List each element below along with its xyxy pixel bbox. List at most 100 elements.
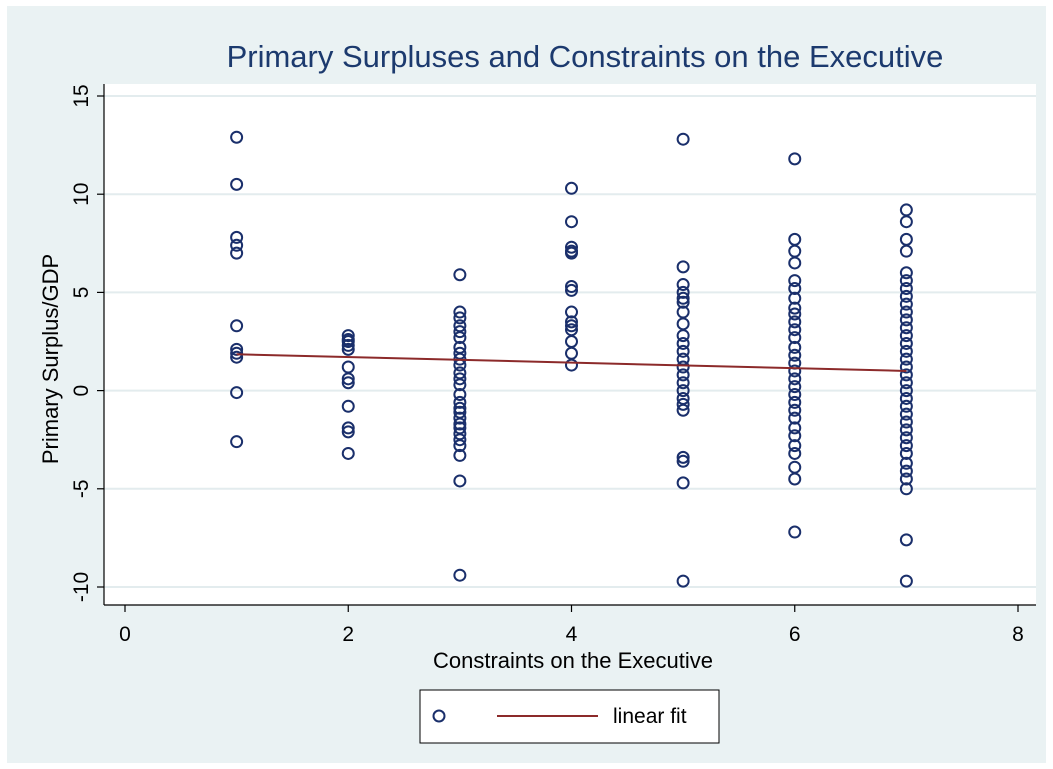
- data-point: [341, 372, 355, 386]
- data-point: [453, 372, 467, 386]
- data-point: [788, 274, 802, 288]
- data-point: [565, 246, 578, 260]
- data-point: [341, 446, 355, 460]
- data-point: [788, 388, 802, 402]
- data-point: [676, 376, 690, 390]
- data-point: [899, 281, 913, 295]
- scatter-points: [230, 130, 913, 588]
- data-point: [565, 305, 578, 319]
- data-point: [565, 358, 578, 372]
- data-point: [453, 331, 467, 345]
- data-point: [230, 350, 244, 364]
- data-point: [899, 329, 913, 343]
- data-point: [899, 446, 913, 460]
- data-point: [899, 289, 913, 303]
- data-point: [788, 340, 802, 354]
- data-point: [453, 417, 467, 431]
- data-point: [565, 215, 578, 229]
- data-point: [676, 384, 690, 398]
- data-point: [788, 331, 802, 345]
- y-tick-label: 10: [70, 183, 93, 206]
- data-point: [676, 360, 690, 374]
- data-point: [230, 346, 244, 360]
- x-tick-label: 6: [789, 623, 801, 646]
- data-point: [453, 388, 467, 402]
- data-point: [899, 297, 913, 311]
- legend: linear fit: [419, 689, 720, 744]
- data-point: [676, 278, 690, 292]
- data-point: [899, 472, 913, 486]
- data-point: [899, 266, 913, 280]
- data-point: [676, 397, 690, 411]
- data-point: [230, 177, 244, 191]
- data-point: [788, 323, 802, 337]
- data-point: [676, 403, 690, 417]
- legend-label-linear-fit: linear fit: [613, 705, 687, 728]
- data-point: [788, 152, 802, 166]
- data-point: [565, 181, 578, 195]
- data-point: [453, 311, 467, 325]
- data-point: [899, 407, 913, 421]
- data-point: [899, 423, 913, 437]
- data-point: [788, 256, 802, 270]
- data-point: [341, 342, 355, 356]
- data-point: [676, 344, 690, 358]
- x-tick-label: 0: [119, 623, 131, 646]
- data-point: [565, 280, 578, 294]
- data-point: [899, 344, 913, 358]
- data-point: [676, 291, 690, 305]
- data-point: [453, 433, 467, 447]
- data-point: [676, 285, 690, 299]
- data-point: [341, 329, 355, 343]
- data-point: [676, 295, 690, 309]
- data-point: [788, 372, 802, 386]
- y-axis-label: Primary Surplus/GDP: [38, 254, 63, 464]
- data-point: [788, 403, 802, 417]
- data-point: [676, 476, 690, 490]
- data-point: [453, 395, 467, 409]
- data-point: [341, 376, 355, 390]
- data-point: [453, 411, 467, 425]
- data-point: [341, 335, 355, 348]
- chart-title: Primary Surpluses and Constraints on the…: [227, 39, 944, 74]
- data-point: [788, 446, 802, 460]
- data-point: [899, 368, 913, 382]
- data-point: [230, 246, 244, 260]
- y-tick-label: 5: [70, 287, 93, 299]
- data-point: [453, 325, 467, 339]
- data-point: [899, 352, 913, 366]
- data-point: [453, 305, 467, 319]
- data-point: [899, 244, 913, 258]
- data-point: [788, 472, 802, 486]
- data-point: [230, 130, 244, 144]
- data-point: [899, 533, 913, 547]
- fit-line-layer: [236, 353, 907, 372]
- data-point: [341, 425, 355, 439]
- data-point: [899, 321, 913, 335]
- data-point: [676, 574, 690, 588]
- data-point: [565, 240, 578, 254]
- data-point: [899, 305, 913, 319]
- y-tick-label: 15: [70, 84, 93, 107]
- data-point: [788, 364, 802, 378]
- data-point: [453, 268, 467, 282]
- data-point: [788, 429, 802, 443]
- data-point: [788, 281, 802, 295]
- data-point: [230, 238, 244, 252]
- data-point: [453, 439, 467, 453]
- data-point: [230, 230, 244, 244]
- data-point: [899, 313, 913, 327]
- y-tick-label: -10: [70, 572, 93, 602]
- data-point: [453, 568, 467, 582]
- data-point: [899, 415, 913, 429]
- data-point: [788, 315, 802, 329]
- data-point: [899, 574, 913, 588]
- data-point: [453, 474, 467, 488]
- data-point: [788, 301, 802, 315]
- data-point: [341, 399, 355, 413]
- data-point: [899, 431, 913, 445]
- data-point: [565, 283, 578, 297]
- data-point: [788, 421, 802, 435]
- x-tick-label: 4: [566, 623, 578, 646]
